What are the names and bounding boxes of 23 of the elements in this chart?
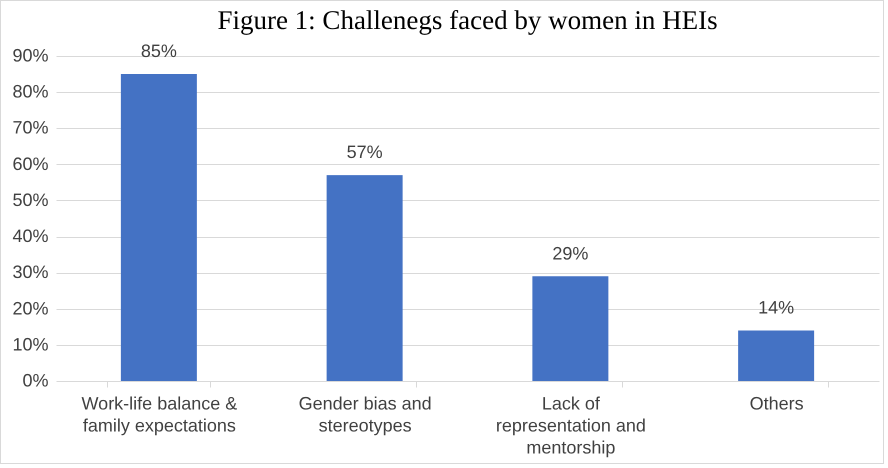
y-tick-label: 80%	[12, 82, 48, 102]
y-tick-label: 0%	[22, 370, 48, 390]
x-tick-label: Work-life balance & family expectations	[82, 394, 238, 436]
y-tick-label: 60%	[12, 154, 48, 174]
bar	[120, 74, 197, 381]
chart-title: Figure 1: Challenegs faced by women in HEIs	[217, 5, 718, 36]
y-tick-label: 90%	[12, 46, 48, 66]
x-tick-label: Lack of representation and mentorship	[496, 394, 646, 458]
y-tick-label: 30%	[12, 262, 48, 282]
x-tick-label: Gender bias and stereotypes	[298, 394, 432, 436]
x-tick-label: Others	[750, 394, 804, 414]
y-tick-label: 10%	[12, 334, 48, 354]
bar	[326, 175, 403, 381]
data-label: 85%	[140, 41, 177, 62]
bar	[532, 276, 608, 381]
data-label: 14%	[758, 297, 794, 318]
data-label: 57%	[346, 142, 383, 162]
y-tick-label: 20%	[12, 298, 48, 318]
bar	[738, 330, 814, 381]
y-tick-label: 50%	[12, 190, 48, 210]
y-tick-label: 70%	[12, 118, 48, 138]
y-tick-label: 40%	[12, 226, 48, 246]
data-label: 29%	[552, 243, 588, 264]
